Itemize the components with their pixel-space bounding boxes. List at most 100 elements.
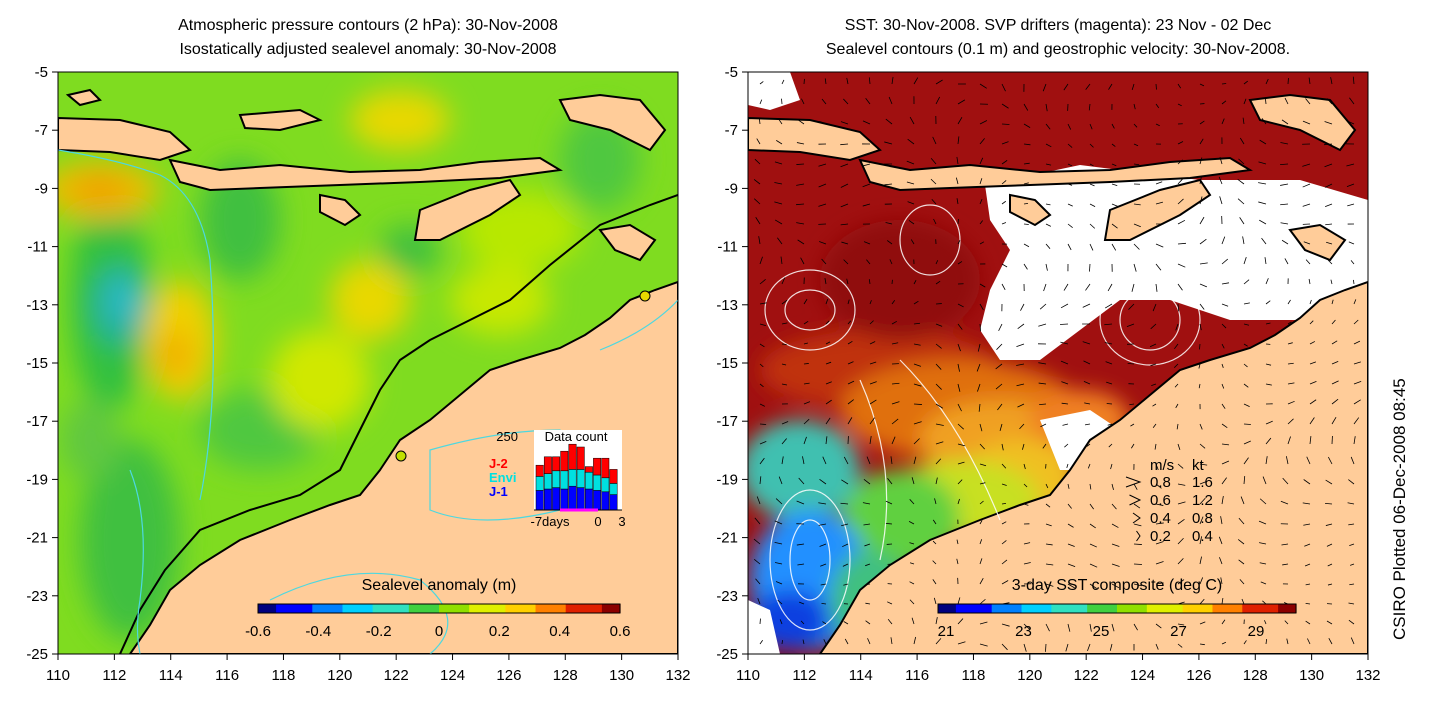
velocity-arrow <box>1324 163 1333 168</box>
velocity-arrow <box>755 578 761 585</box>
velocity-arrow <box>758 236 761 245</box>
velocity-arrow <box>862 183 871 188</box>
velocity-arrow <box>1259 498 1267 505</box>
velocity-arrow <box>1303 523 1311 526</box>
velocity-arrow <box>932 519 937 525</box>
right-cloud-mask <box>748 72 1368 654</box>
x-tick-label: 122 <box>384 667 409 684</box>
velocity-arrow <box>1243 383 1249 388</box>
velocity-arrow <box>1324 143 1333 146</box>
velocity-arrow <box>1327 583 1333 586</box>
velocity-arrow <box>819 543 827 547</box>
velocity-arrow <box>1353 436 1356 445</box>
velocity-arrow <box>1150 363 1157 367</box>
velocity-arrow <box>825 399 832 405</box>
y-tick-label: -15 <box>716 355 738 372</box>
colorbar-tick-label: 29 <box>1248 623 1265 640</box>
colorbar-segment <box>1039 604 1046 613</box>
velocity-legend-ms: 0.4 <box>1150 510 1171 527</box>
velocity-arrow <box>795 203 805 206</box>
velocity-arrow <box>818 523 827 526</box>
velocity-legend-kt: 0.8 <box>1192 510 1213 527</box>
velocity-arrow <box>862 120 871 125</box>
inset-bar-j2 <box>576 446 585 470</box>
velocity-arrow <box>1280 183 1289 186</box>
velocity-arrow <box>1331 380 1339 385</box>
velocity-arrow <box>1326 620 1333 625</box>
velocity-arrow <box>891 76 894 85</box>
velocity-arrow <box>1331 299 1334 305</box>
velocity-arrow <box>1261 237 1267 245</box>
inset-bar-j1 <box>560 488 569 511</box>
colorbar-segment <box>1224 604 1231 613</box>
velocity-arrow <box>933 597 937 605</box>
velocity-arrow <box>1089 123 1093 130</box>
x-tick-label: 132 <box>1355 667 1380 684</box>
velocity-arrow <box>1023 143 1031 146</box>
velocity-arrow <box>1199 262 1208 265</box>
velocity-arrow <box>1045 163 1052 166</box>
velocity-arrow <box>1259 562 1267 565</box>
velocity-arrow <box>1023 162 1030 165</box>
velocity-arrow <box>843 456 849 465</box>
velocity-arrow <box>1045 243 1051 249</box>
velocity-arrow <box>1331 360 1339 365</box>
velocity-arrow <box>979 138 985 145</box>
velocity-arrow <box>1155 522 1164 525</box>
colorbar-segment <box>523 604 531 613</box>
velocity-arrow <box>759 457 765 465</box>
colorbar-segment <box>481 604 488 613</box>
colorbar-segment <box>1081 604 1088 613</box>
colorbar-segment <box>1278 604 1285 613</box>
velocity-arrow <box>1089 623 1092 632</box>
velocity-arrow <box>1221 363 1224 368</box>
velocity-arrow <box>866 456 871 465</box>
velocity-arrow <box>1089 523 1096 529</box>
velocity-arrow <box>1221 323 1227 329</box>
velocity-arrow <box>862 163 871 167</box>
velocity-arrow <box>957 240 961 245</box>
inset-legend-j-1: J-1 <box>489 484 508 499</box>
velocity-arrow <box>1325 502 1333 505</box>
velocity-arrow <box>933 218 937 225</box>
colorbar-segment <box>469 604 476 613</box>
velocity-arrow <box>843 98 849 105</box>
velocity-arrow <box>1129 403 1135 406</box>
velocity-arrow <box>800 257 805 265</box>
velocity-arrow <box>774 182 783 185</box>
velocity-arrow <box>823 639 827 645</box>
velocity-arrow <box>1258 201 1267 205</box>
velocity-arrow <box>887 601 893 605</box>
y-tick-label: -11 <box>717 239 738 256</box>
velocity-arrow <box>1287 321 1292 325</box>
velocity-arrow <box>1221 100 1227 105</box>
x-tick-label: 124 <box>440 667 465 684</box>
velocity-arrow <box>1287 382 1295 385</box>
x-tick-label: 126 <box>1186 667 1211 684</box>
velocity-arrow <box>885 222 893 225</box>
velocity-arrow <box>818 183 827 188</box>
velocity-arrow <box>907 138 915 145</box>
inset-legend-envi: Envi <box>489 470 516 485</box>
velocity-arrow <box>862 502 871 505</box>
velocity-arrow <box>957 136 960 145</box>
velocity-arrow <box>907 201 915 205</box>
velocity-arrow <box>841 523 849 527</box>
velocity-arrow <box>1175 323 1179 331</box>
velocity-arrow <box>1221 641 1227 645</box>
velocity-arrow <box>979 241 985 245</box>
velocity-arrow <box>1199 83 1205 87</box>
velocity-arrow <box>1303 241 1311 245</box>
left-map-field <box>58 72 678 654</box>
velocity-arrow <box>775 581 783 585</box>
velocity-arrow <box>979 539 983 545</box>
velocity-arrow <box>1177 537 1184 545</box>
velocity-arrow <box>932 136 937 145</box>
velocity-arrow <box>1001 83 1006 92</box>
velocity-arrow <box>1149 343 1157 348</box>
velocity-arrow <box>1243 302 1250 305</box>
velocity-arrow <box>863 523 871 526</box>
velocity-arrow <box>1067 563 1076 568</box>
velocity-arrow <box>1265 300 1271 305</box>
velocity-arrow <box>1045 263 1048 271</box>
